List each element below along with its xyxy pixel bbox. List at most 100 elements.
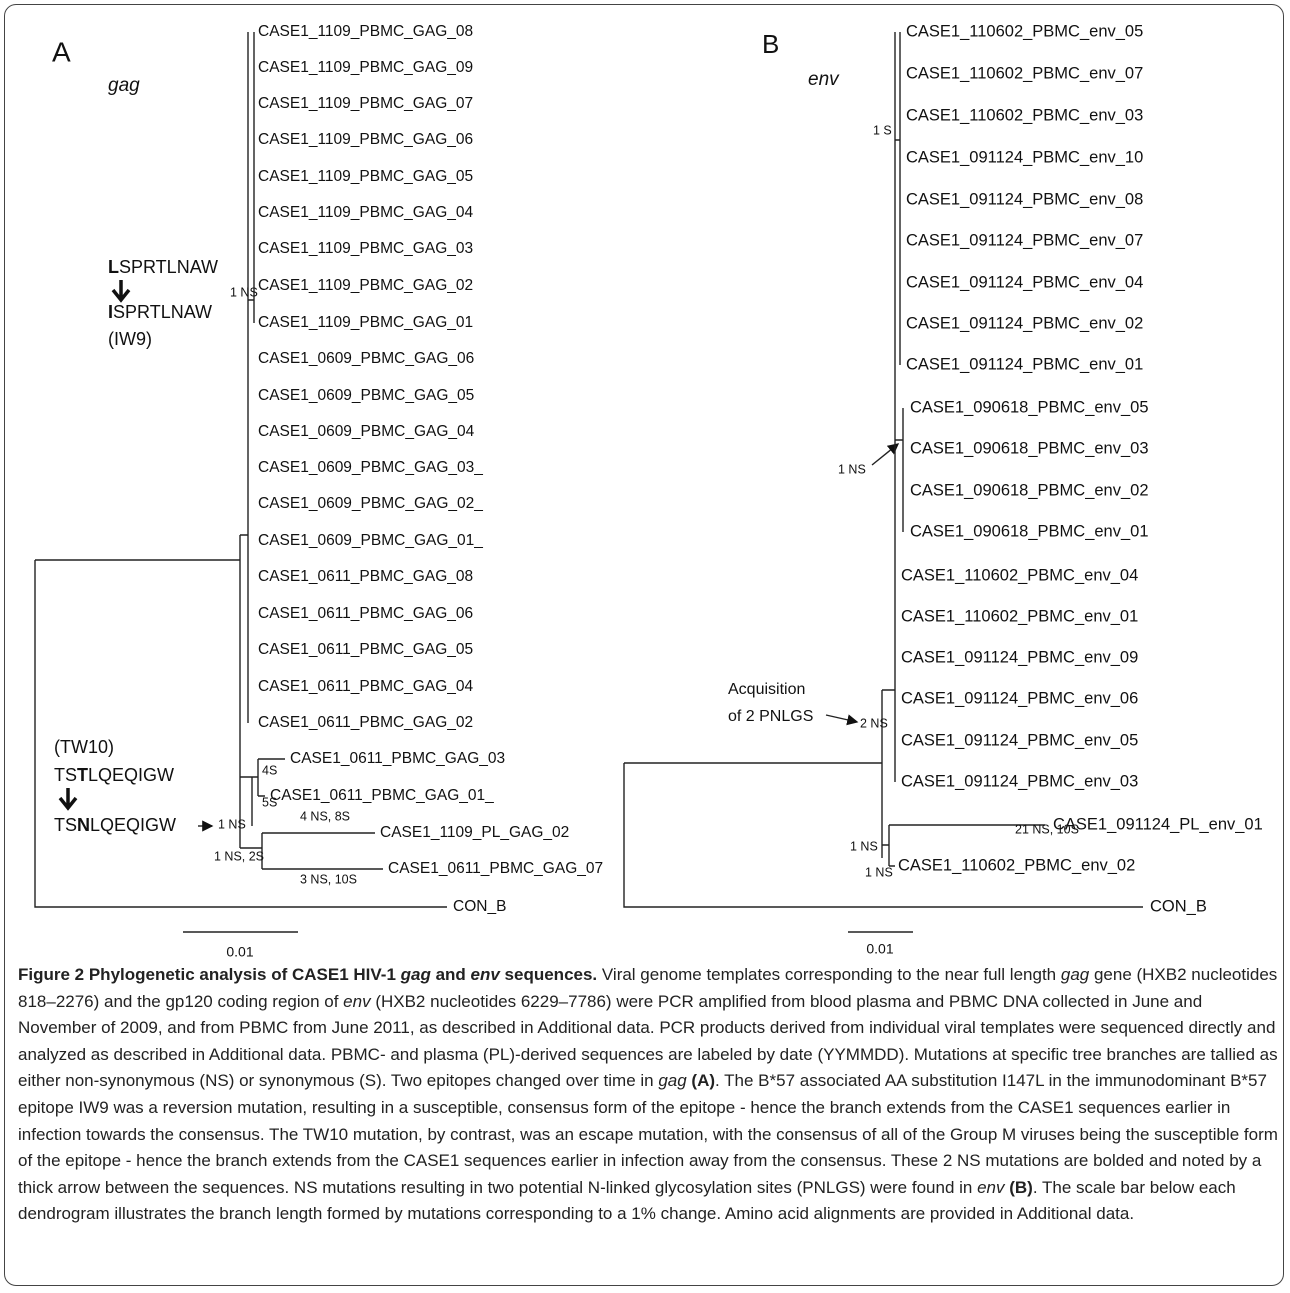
tree-branches <box>34 32 447 908</box>
leaf-label: CASE1_091124_PBMC_env_05 <box>901 731 1138 749</box>
epitope-part: SPRTLNAW <box>113 302 212 322</box>
leaf-label: CON_B <box>1150 897 1207 915</box>
epitope: TSTLQEQIGW <box>54 765 174 785</box>
leaf-label: CASE1_0611_PBMC_GAG_03 <box>290 750 505 767</box>
gene-label: gag <box>108 75 140 96</box>
leaf-label: CASE1_0611_PBMC_GAG_08 <box>258 568 473 585</box>
leaf-label: CON_B <box>453 898 506 915</box>
epitope-name: (TW10) <box>54 737 114 757</box>
leaf-label: CASE1_1109_PBMC_GAG_03 <box>258 240 473 257</box>
leaf-label: CASE1_091124_PBMC_env_07 <box>906 231 1143 249</box>
leaf-label: CASE1_091124_PL_env_01 <box>1053 815 1263 833</box>
leaf-label: CASE1_090618_PBMC_env_01 <box>910 522 1149 540</box>
branch-label: 1 NS, 2S <box>214 849 264 863</box>
branch-label: 1 NS <box>838 462 866 476</box>
leaf-label: CASE1_090618_PBMC_env_02 <box>910 481 1149 499</box>
epitope: ISPRTLNAW <box>108 302 212 322</box>
caption: Figure 2 Phylogenetic analysis of CASE1 … <box>18 962 1280 1228</box>
leaf-label: CASE1_091124_PBMC_env_08 <box>906 190 1143 208</box>
caption-run: Viral genome templates corresponding to … <box>597 965 1061 984</box>
epitope-part: SPRTLNAW <box>119 257 218 277</box>
leaf-label: CASE1_0611_PBMC_GAG_02 <box>258 714 473 731</box>
leaf-label: CASE1_0611_PBMC_GAG_04 <box>258 678 473 695</box>
pointer <box>825 714 859 726</box>
epitope-part: LQEQIGW <box>88 765 174 785</box>
branch-label: 1 NS <box>865 865 893 879</box>
leaf-label: CASE1_091124_PBMC_env_10 <box>906 148 1143 166</box>
epitope-part: I <box>108 302 113 322</box>
epitope-part: TS <box>54 765 77 785</box>
leaf-label: CASE1_091124_PBMC_env_01 <box>906 355 1143 373</box>
caption-run: and <box>430 965 471 984</box>
annotation: of 2 PNLGS <box>728 708 813 725</box>
leaf-label: CASE1_1109_PBMC_GAG_04 <box>258 204 473 221</box>
leaf-label: CASE1_1109_PBMC_GAG_05 <box>258 168 473 185</box>
leaf-label: CASE1_110602_PBMC_env_02 <box>898 856 1135 874</box>
epitope: LSPRTLNAW <box>108 257 218 277</box>
leaf-label: CASE1_091124_PBMC_env_06 <box>901 689 1138 707</box>
panel-label: B <box>762 29 779 59</box>
leaf-label: CASE1_1109_PBMC_GAG_02 <box>258 277 473 294</box>
leaf-label: CASE1_0611_PBMC_GAG_01_ <box>270 787 494 804</box>
scale-label: 0.01 <box>226 944 253 960</box>
leaf-label: CASE1_0611_PBMC_GAG_07 <box>388 860 603 877</box>
leaf-label: CASE1_1109_PL_GAG_02 <box>380 824 569 841</box>
leaf-label: CASE1_091124_PBMC_env_02 <box>906 314 1143 332</box>
caption-run: gag <box>658 1071 687 1091</box>
gene-label: env <box>808 69 840 90</box>
leaf-label: CASE1_110602_PBMC_env_04 <box>901 566 1138 584</box>
figure-frame <box>4 4 1284 1286</box>
caption-run: . The scale bar below each dendrogram il… <box>18 1177 1236 1224</box>
branch-label: 2 NS <box>860 716 888 730</box>
branch-label: 4 NS, 8S <box>300 809 350 823</box>
branch-label: 1 NS <box>230 285 258 299</box>
caption-run: Figure 2 Phylogenetic analysis of CASE1 … <box>18 965 401 984</box>
leaf-label: CASE1_1109_PBMC_GAG_06 <box>258 131 473 148</box>
caption-run: env <box>343 991 371 1011</box>
leaf-label: CASE1_1109_PBMC_GAG_07 <box>258 95 473 112</box>
leaf-label: CASE1_110602_PBMC_env_03 <box>906 106 1143 124</box>
leaf-label: CASE1_0609_PBMC_GAG_05 <box>258 387 474 404</box>
leaf-label: CASE1_091124_PBMC_env_03 <box>901 772 1138 790</box>
branch-label: 1 S <box>873 123 892 137</box>
epitope-part: T <box>77 765 88 785</box>
branch-label: 5S <box>262 795 277 809</box>
caption-run: gag <box>1060 965 1090 984</box>
leaf-label: CASE1_091124_PBMC_env_09 <box>901 648 1138 666</box>
thick-arrow <box>58 788 78 811</box>
caption-run: . The B*57 associated AA substitution I1… <box>18 1071 1278 1197</box>
branch-label: 1 NS <box>850 839 878 853</box>
leaf-label: CASE1_0611_PBMC_GAG_06 <box>258 605 473 622</box>
epitope-name: (IW9) <box>108 329 152 349</box>
leaf-label: CASE1_1109_PBMC_GAG_08 <box>258 23 473 40</box>
epitope-part: LQEQIGW <box>90 815 176 835</box>
branch-label: 1 NS <box>218 817 246 831</box>
leaf-label: CASE1_0611_PBMC_GAG_05 <box>258 641 473 658</box>
leaf-label: CASE1_0609_PBMC_GAG_06 <box>258 350 474 367</box>
epitope-part: N <box>77 815 90 835</box>
leaf-label: CASE1_091124_PBMC_env_04 <box>906 273 1143 291</box>
tree-branches <box>623 32 1143 908</box>
caption-run: (A) <box>686 1071 716 1091</box>
leaf-label: CASE1_1109_PBMC_GAG_01 <box>258 314 473 331</box>
epitope-part: L <box>108 257 119 277</box>
leaf-label: CASE1_110602_PBMC_env_01 <box>901 607 1138 625</box>
leaf-label: CASE1_0609_PBMC_GAG_04 <box>258 423 475 440</box>
panel-label: A <box>52 36 71 67</box>
annotation: Acquisition <box>728 681 805 698</box>
figure: A gag LSPRTLNAW ISPRTLNAW (IW9) (TW10) T… <box>34 22 1263 960</box>
caption-run: env <box>977 1177 1005 1197</box>
caption-run: env <box>470 965 500 984</box>
caption-run: sequences. <box>499 965 598 984</box>
epitope-part: TS <box>54 815 77 835</box>
leaf-label: CASE1_110602_PBMC_env_05 <box>906 22 1143 40</box>
thick-arrow <box>111 280 131 303</box>
caption-run: (B) <box>1004 1177 1033 1197</box>
leaf-label: CASE1_0609_PBMC_GAG_03_ <box>258 459 483 476</box>
caption-run: (HXB2 nucleotides 6229–7786) were PCR am… <box>18 991 1278 1091</box>
branch-label: 3 NS, 10S <box>300 872 357 886</box>
leaf-label: CASE1_090618_PBMC_env_05 <box>910 398 1149 416</box>
leaf-label: CASE1_1109_PBMC_GAG_09 <box>258 59 473 76</box>
leaf-label: CASE1_0609_PBMC_GAG_02_ <box>258 495 483 512</box>
